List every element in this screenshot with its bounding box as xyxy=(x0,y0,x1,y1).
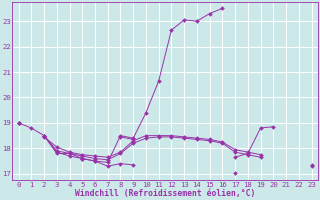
X-axis label: Windchill (Refroidissement éolien,°C): Windchill (Refroidissement éolien,°C) xyxy=(75,189,255,198)
